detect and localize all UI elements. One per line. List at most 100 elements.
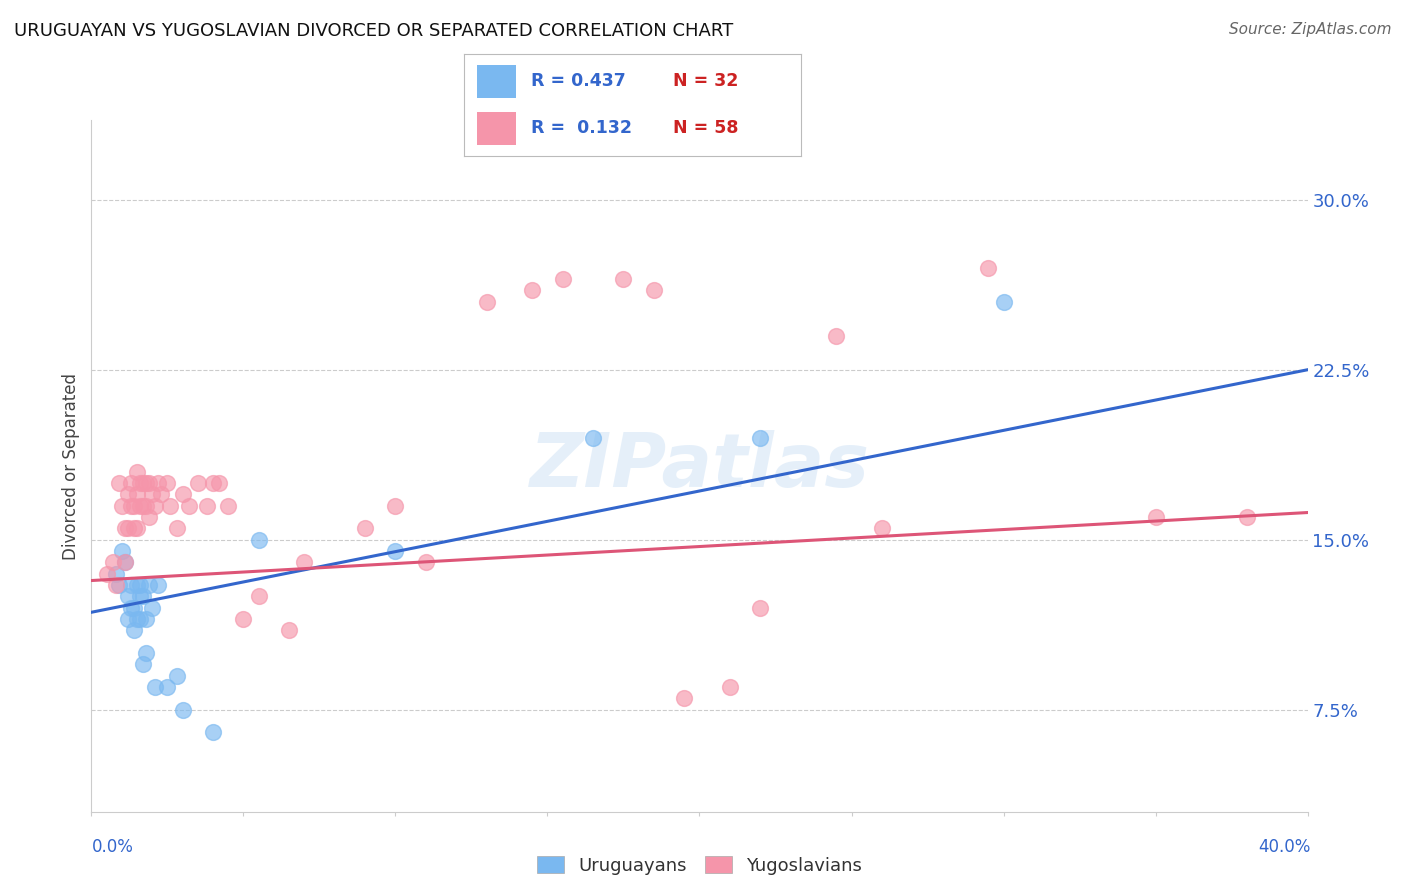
Point [101,555,124,569]
Y-axis label: Divorced or Separated: Divorced or Separated [62,373,80,559]
Text: R = 0.437: R = 0.437 [531,72,626,90]
Text: R =  0.132: R = 0.132 [531,120,633,137]
Point [135,499,157,513]
Point [122,600,145,615]
Point [129,590,152,604]
Point [135,476,157,491]
Point [135,612,157,626]
Point [125,612,148,626]
Point [195,499,218,513]
Point [749,600,772,615]
Point [141,487,163,501]
Point [96,566,118,581]
Point [217,499,239,513]
Point [384,544,406,558]
Text: 0.0%: 0.0% [91,838,134,855]
Point [718,680,741,694]
Point [120,499,142,513]
Point [120,476,142,491]
Point [612,272,634,286]
Point [202,725,225,739]
Point [166,669,188,683]
Point [208,476,231,491]
Point [122,624,145,638]
Point [132,476,155,491]
Point [129,499,152,513]
Point [977,260,1000,275]
Text: 40.0%: 40.0% [1258,838,1310,855]
Point [117,612,139,626]
Point [135,646,157,660]
Point [104,566,127,581]
Point [582,431,605,445]
Point [643,284,665,298]
Text: URUGUAYAN VS YUGOSLAVIAN DIVORCED OR SEPARATED CORRELATION CHART: URUGUAYAN VS YUGOSLAVIAN DIVORCED OR SEP… [14,22,734,40]
Point [125,465,148,479]
Point [138,578,160,592]
Point [247,533,270,547]
Point [292,555,315,569]
Point [172,487,194,501]
Point [1144,510,1167,524]
Point [148,578,170,592]
Point [129,578,152,592]
Point [993,294,1015,309]
Text: Source: ZipAtlas.com: Source: ZipAtlas.com [1229,22,1392,37]
Point [673,691,696,706]
Text: N = 32: N = 32 [673,72,738,90]
Point [172,703,194,717]
Point [354,521,377,535]
Point [177,499,200,513]
Point [202,476,225,491]
Point [129,476,152,491]
Point [1236,510,1258,524]
Point [132,657,155,672]
Point [107,476,129,491]
Point [132,590,155,604]
Point [122,521,145,535]
Point [117,590,139,604]
Point [138,510,160,524]
Point [156,680,179,694]
Point [114,521,136,535]
Point [187,476,209,491]
Point [159,499,181,513]
Point [125,487,148,501]
Point [129,612,152,626]
Point [125,521,148,535]
Text: ZIPatlas: ZIPatlas [530,430,869,502]
Point [232,612,254,626]
Point [141,600,163,615]
Point [120,600,142,615]
Point [143,680,166,694]
Point [247,590,270,604]
Point [132,499,155,513]
Point [384,499,406,513]
Point [475,294,498,309]
Point [114,555,136,569]
Point [104,578,127,592]
Point [117,487,139,501]
Point [522,284,544,298]
Point [122,499,145,513]
Point [150,487,173,501]
Point [156,476,179,491]
Point [120,578,142,592]
Point [749,431,772,445]
Point [138,476,160,491]
Point [111,544,134,558]
Point [107,578,129,592]
Point [111,499,134,513]
Point [117,521,139,535]
Point [166,521,188,535]
Point [125,578,148,592]
Text: N = 58: N = 58 [673,120,738,137]
Point [415,555,437,569]
FancyBboxPatch shape [478,112,516,145]
FancyBboxPatch shape [478,65,516,97]
Point [870,521,893,535]
Point [278,624,301,638]
Point [551,272,574,286]
Point [825,328,848,343]
Point [114,555,136,569]
